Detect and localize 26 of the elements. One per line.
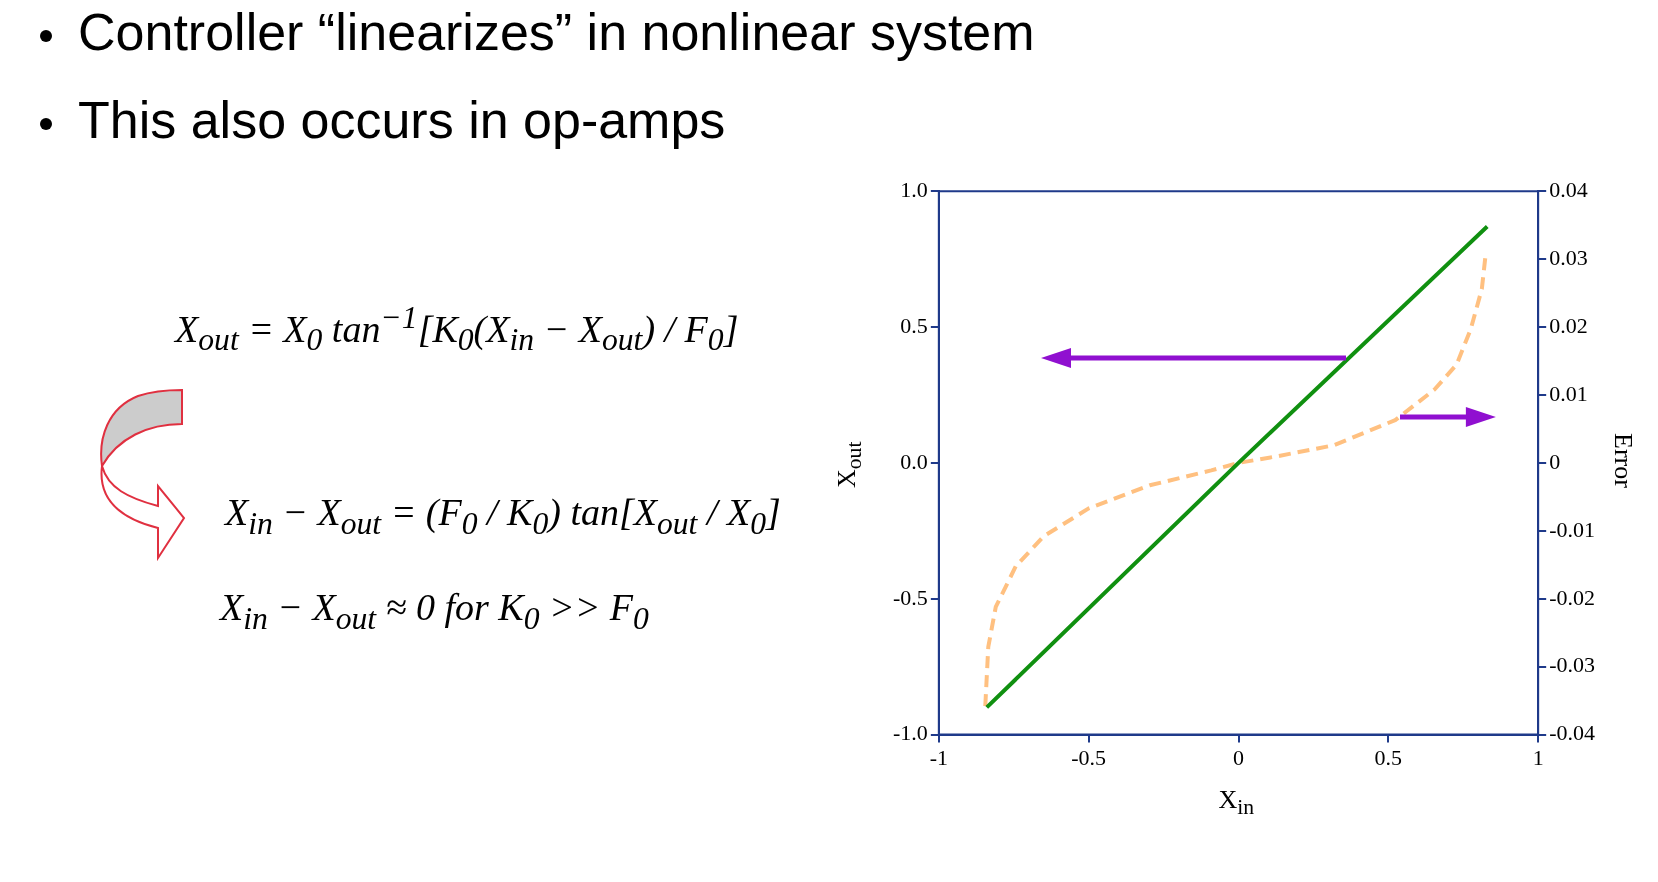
x-tick-label: -0.5: [1071, 744, 1107, 770]
chart-title: Controller “linearizes” in nonlinear system: [78, 3, 1035, 61]
y-tick-label: -1.0: [893, 720, 928, 746]
y2-axis-title: Error: [1608, 432, 1639, 488]
y2-tick-label: -0.02: [1549, 584, 1595, 610]
y2-tick-label: 0.01: [1549, 380, 1588, 406]
y2-tick-label: -0.01: [1549, 516, 1595, 542]
y-tick-label: 0.5: [900, 312, 928, 338]
y2-tick-label: 0.02: [1549, 312, 1588, 338]
x-tick-label: -1: [929, 744, 948, 770]
text: X$_{in}$ − X$_{out}$ ≈ 0 for K$_{0}$ >> F$_{0}$: [220, 585, 649, 637]
y-tick-label: 0.0: [900, 448, 928, 474]
x-tick-label: 0.5: [1374, 744, 1403, 770]
text: This also occurs in op-amps: [78, 91, 726, 149]
y2-tick-label: -0.04: [1549, 720, 1595, 746]
x-axis-title: X$_{in}$: [1218, 784, 1255, 820]
text: X$_{in}$ − X$_{out}$ = (F$_{0}$ / K$_{0}$) tan[X$_{out}$ / X$_{0}$]: [225, 491, 781, 541]
y2-tick-label: -0.03: [1549, 652, 1595, 678]
y-tick-label: 1.0: [900, 176, 928, 202]
x-tick-label: 1: [1532, 744, 1544, 770]
y2-tick-label: 0: [1549, 448, 1561, 474]
y-tick-label: -0.5: [893, 584, 928, 610]
y2-tick-label: 0.04: [1549, 176, 1588, 202]
text: X$_{out}$ = X$_{0}$ tan$^{−1}$[K$_{0}$(X$_{in}$ − X$_{out}$) / F$_{0}$]: [175, 300, 739, 358]
y2-tick-label: 0.03: [1549, 244, 1588, 270]
x-tick-label: 0: [1233, 744, 1244, 770]
